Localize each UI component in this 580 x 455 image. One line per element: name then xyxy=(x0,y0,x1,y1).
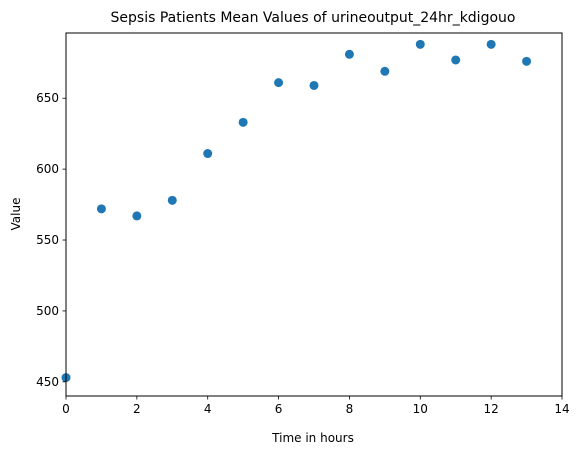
data-point xyxy=(415,39,425,49)
plot-area xyxy=(61,39,532,383)
x-tick-label: 6 xyxy=(275,402,283,416)
chart-title: Sepsis Patients Mean Values of urineoutp… xyxy=(111,10,516,26)
data-point xyxy=(344,49,354,59)
data-point xyxy=(96,204,106,214)
x-axis-label: Time in hours xyxy=(271,431,354,445)
x-axis: 0 2 4 6 8 10 12 14 xyxy=(62,396,570,416)
y-tick-label: 500 xyxy=(36,304,59,318)
y-tick-label: 550 xyxy=(36,233,59,247)
y-axis-label: Value xyxy=(9,198,23,231)
x-tick-label: 8 xyxy=(346,402,354,416)
data-point xyxy=(451,55,461,65)
plot-frame xyxy=(65,32,563,397)
data-point xyxy=(522,56,532,66)
y-tick-label: 450 xyxy=(36,375,59,389)
x-tick-label: 10 xyxy=(413,402,428,416)
y-tick-label: 650 xyxy=(36,91,59,105)
data-point xyxy=(167,195,177,205)
x-tick-label: 0 xyxy=(62,402,70,416)
x-tick-label: 14 xyxy=(554,402,569,416)
x-tick-label: 4 xyxy=(204,402,212,416)
data-point xyxy=(486,39,496,49)
y-axis: 450 500 550 600 650 xyxy=(36,91,66,389)
data-point xyxy=(380,66,390,76)
data-point xyxy=(309,80,319,90)
y-tick-label: 600 xyxy=(36,162,59,176)
data-point xyxy=(238,117,248,127)
data-point xyxy=(203,149,213,159)
data-point xyxy=(132,211,142,221)
x-tick-label: 12 xyxy=(484,402,499,416)
data-point xyxy=(274,78,284,88)
x-tick-label: 2 xyxy=(133,402,141,416)
